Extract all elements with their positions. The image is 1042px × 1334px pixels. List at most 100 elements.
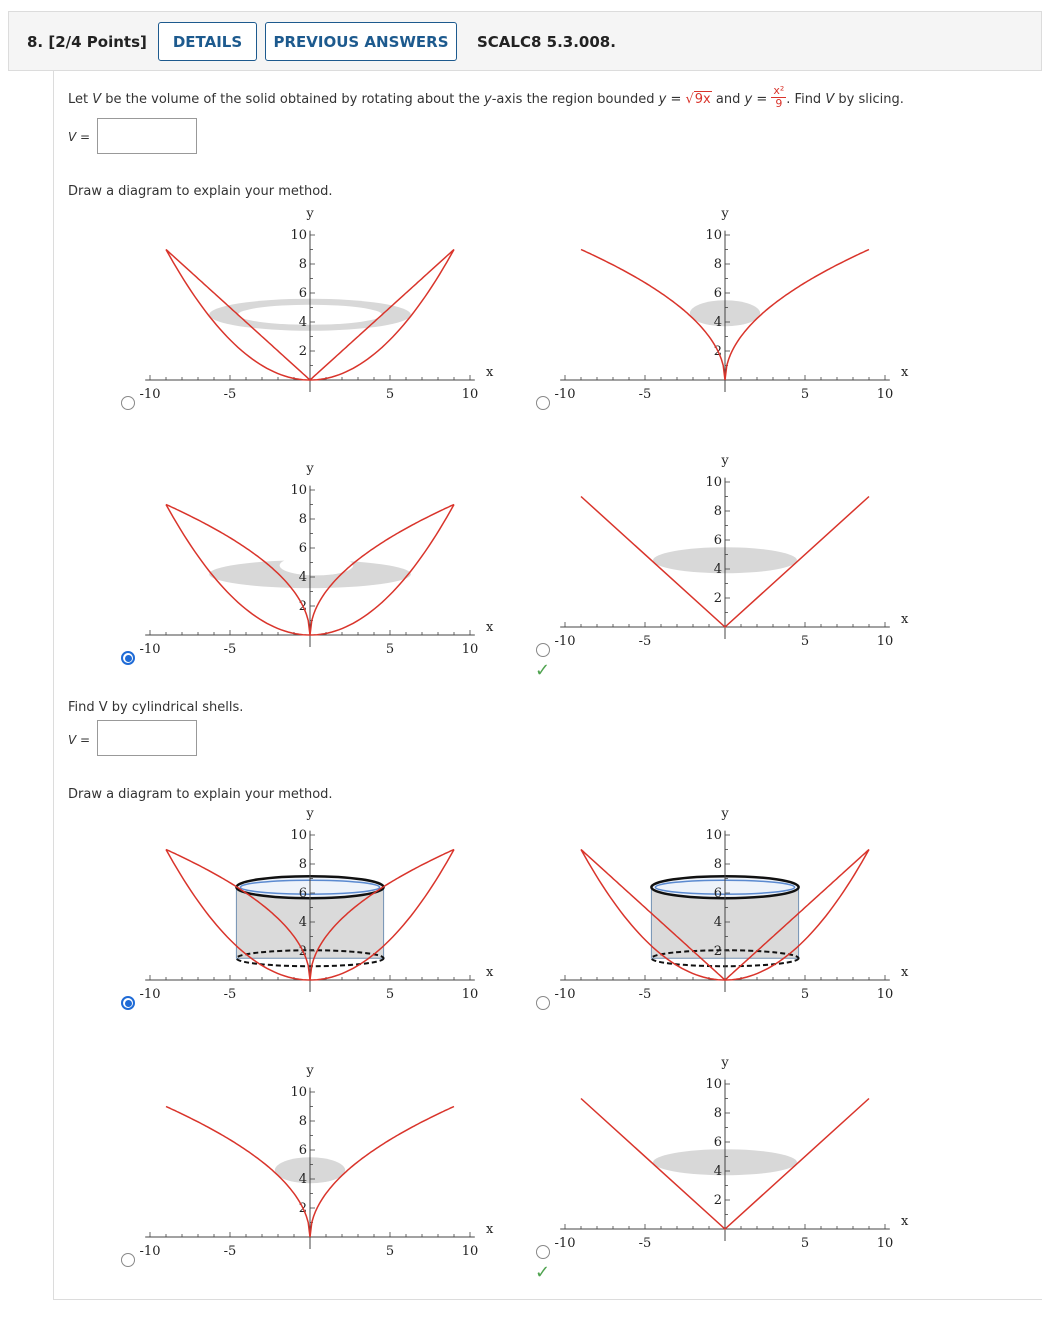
- y-tick-label: 8: [299, 1114, 307, 1129]
- x-tick-label: -5: [639, 634, 652, 649]
- x-tick-label: -5: [224, 1244, 237, 1259]
- sqrt-curve-left: [165, 1105, 311, 1238]
- curves: [580, 248, 870, 381]
- sqrt-curve-left: [165, 848, 311, 981]
- y-tick-label: 4: [299, 315, 307, 330]
- question-body: [53, 71, 1042, 1300]
- question-number: 8. [2/4 Points]: [27, 33, 147, 51]
- x-tick-label: -10: [555, 987, 576, 1002]
- x-tick-label: 5: [801, 987, 809, 1002]
- problem-code: SCALC8 5.3.008.: [477, 33, 616, 51]
- x-axis-label: x: [486, 1222, 494, 1237]
- details-button[interactable]: DETAILS: [158, 22, 257, 61]
- y-tick-label: 8: [714, 257, 722, 272]
- y-tick-label: 4: [714, 315, 722, 330]
- curves: [580, 495, 870, 629]
- radio-option-slice-c[interactable]: [121, 651, 135, 665]
- option-shell-b-graph[interactable]: -10 -5 5 10 2 4 6 8 10 x y: [555, 807, 909, 1008]
- sqrt-expression: √9x: [685, 91, 712, 107]
- option-shell-d-graph[interactable]: -10 -5 5 10 2 4 6 8 10 x y: [555, 1056, 909, 1257]
- v-line-curve: [580, 495, 870, 629]
- x-tick-label: 5: [801, 387, 809, 402]
- y-tick-label: 10: [705, 475, 722, 490]
- sqrt-curve-left: [580, 248, 726, 381]
- curves: [165, 1105, 455, 1238]
- radio-option-shell-d[interactable]: [536, 1245, 550, 1259]
- y-tick-label: 6: [299, 286, 307, 301]
- option-slice-a-graph[interactable]: -10 -5 5 10 2 4 6 8 10 x y: [140, 207, 494, 408]
- y-tick-label: 10: [290, 228, 307, 243]
- fraction-expression: x² 9: [771, 84, 787, 110]
- shells-answer-input[interactable]: [97, 720, 197, 756]
- curves: [165, 848, 455, 981]
- y-tick-label: 10: [705, 828, 722, 843]
- y-axis-label: y: [305, 1064, 314, 1079]
- axes: -10 -5 5 10 2 4 6 8 10 x y: [555, 807, 909, 1002]
- radio-option-slice-a[interactable]: [121, 396, 135, 410]
- x-tick-label: -10: [140, 1244, 161, 1259]
- x-tick-label: 10: [877, 634, 894, 649]
- curves: [165, 248, 455, 382]
- x-tick-label: 5: [801, 1236, 809, 1251]
- washer-inner: [279, 555, 354, 576]
- radio-option-slice-d[interactable]: [536, 643, 550, 657]
- y-tick-label: 4: [714, 915, 722, 930]
- x-axis-label: x: [901, 965, 909, 980]
- previous-answers-button[interactable]: PREVIOUS ANSWERS: [265, 22, 457, 61]
- x-tick-label: -5: [224, 642, 237, 657]
- y-tick-label: 6: [714, 533, 722, 548]
- correct-check-icon: ✓: [535, 660, 551, 681]
- diagram-instruction-slicing: Draw a diagram to explain your method.: [68, 184, 333, 199]
- y-axis-label: y: [720, 807, 729, 822]
- x-tick-label: -5: [639, 1236, 652, 1251]
- y-tick-label: 8: [714, 857, 722, 872]
- radio-option-slice-b[interactable]: [536, 396, 550, 410]
- y-tick-label: 6: [714, 286, 722, 301]
- x-tick-label: 5: [386, 642, 394, 657]
- y-tick-label: 2: [714, 944, 722, 959]
- radio-option-shell-b[interactable]: [536, 996, 550, 1010]
- x-tick-label: 5: [386, 987, 394, 1002]
- y-axis-label: y: [305, 207, 314, 222]
- y-tick-label: 2: [714, 1193, 722, 1208]
- x-tick-label: 10: [877, 387, 894, 402]
- y-tick-label: 8: [714, 504, 722, 519]
- curves: [580, 1097, 870, 1231]
- y-tick-label: 10: [290, 483, 307, 498]
- option-slice-d-graph[interactable]: -10 -5 5 10 2 4 6 8 10 x y: [555, 454, 909, 655]
- v-label-shells: V =: [68, 733, 91, 747]
- y-tick-label: 6: [299, 1143, 307, 1158]
- radio-option-shell-a[interactable]: [121, 996, 135, 1010]
- x-tick-label: -5: [224, 387, 237, 402]
- x-tick-label: -10: [555, 634, 576, 649]
- x-tick-label: 10: [462, 642, 479, 657]
- y-tick-label: 6: [714, 1135, 722, 1150]
- y-tick-label: 2: [299, 344, 307, 359]
- y-tick-label: 6: [299, 541, 307, 556]
- v-label-slicing: V =: [68, 130, 91, 144]
- question-header: 8. [2/4 Points] DETAILS PREVIOUS ANSWERS…: [8, 11, 1042, 71]
- y-tick-label: 10: [705, 228, 722, 243]
- x-tick-label: 10: [462, 987, 479, 1002]
- x-tick-label: -5: [224, 987, 237, 1002]
- x-tick-label: -10: [140, 642, 161, 657]
- x-tick-label: 10: [462, 387, 479, 402]
- slicing-answer-input[interactable]: [97, 118, 197, 154]
- x-tick-label: -10: [555, 1236, 576, 1251]
- y-tick-label: 8: [714, 1106, 722, 1121]
- x-tick-label: 5: [386, 1244, 394, 1259]
- problem-statement: Let V be the volume of the solid obtaine…: [68, 84, 904, 110]
- shells-instruction: Find V by cylindrical shells.: [68, 700, 244, 715]
- x-axis-label: x: [486, 620, 494, 635]
- correct-check-icon: ✓: [535, 1262, 551, 1283]
- x-tick-label: 5: [386, 387, 394, 402]
- y-tick-label: 4: [299, 1172, 307, 1187]
- x-tick-label: 10: [462, 1244, 479, 1259]
- x-tick-label: -10: [140, 387, 161, 402]
- x-axis-label: x: [486, 965, 494, 980]
- radio-option-shell-c[interactable]: [121, 1253, 135, 1267]
